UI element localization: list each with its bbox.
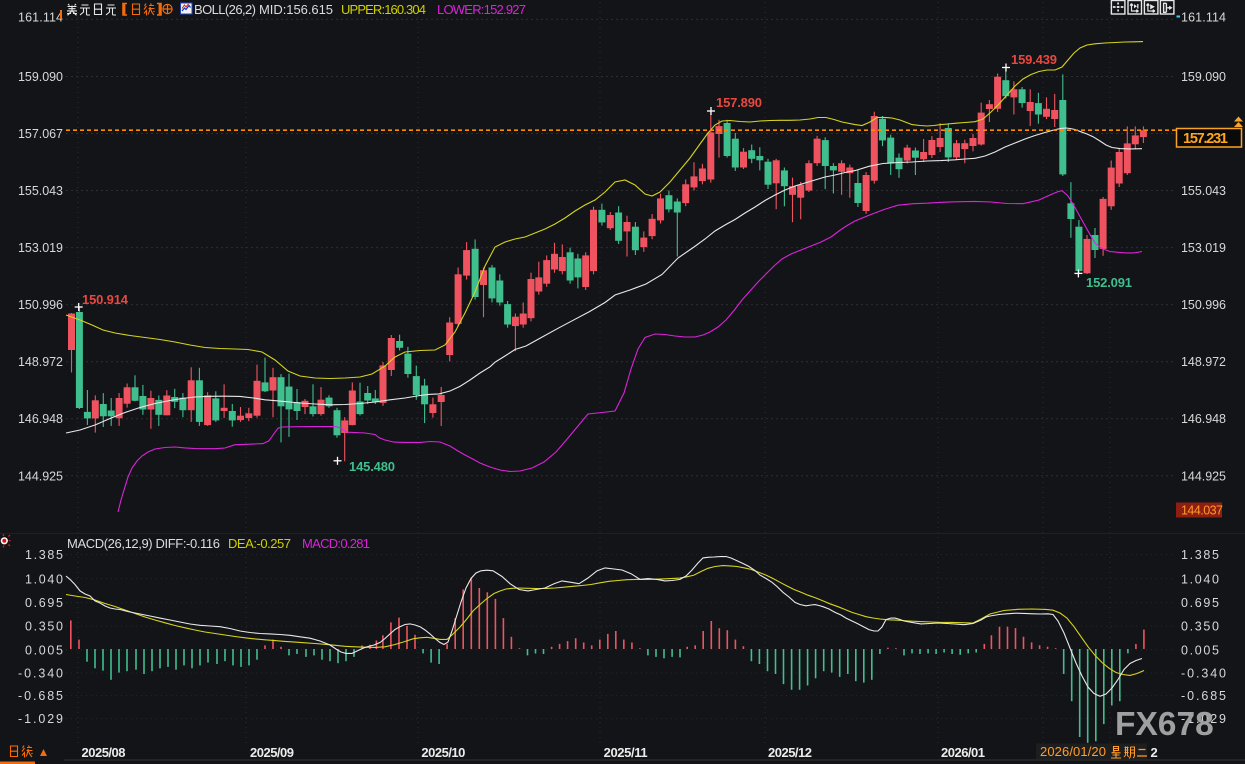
svg-text:2: 2	[1151, 745, 1158, 760]
svg-text:MID:156.615: MID:156.615	[259, 2, 333, 17]
svg-text:0.005: 0.005	[25, 643, 63, 657]
svg-text:153.019: 153.019	[18, 241, 63, 255]
svg-text:2025/11: 2025/11	[604, 745, 648, 760]
svg-text:144.925: 144.925	[1181, 469, 1226, 483]
svg-text:157.231: 157.231	[1183, 131, 1228, 147]
svg-text:153.019: 153.019	[1181, 241, 1226, 255]
svg-text:161.114: 161.114	[1181, 11, 1226, 25]
svg-text:2026/01/20: 2026/01/20	[1040, 744, 1106, 759]
svg-text:1.040: 1.040	[1181, 572, 1219, 586]
svg-text:150.914: 150.914	[82, 292, 129, 307]
svg-text:-1.029: -1.029	[18, 712, 63, 726]
svg-text:2025/09: 2025/09	[250, 745, 294, 760]
svg-text:159.439: 159.439	[1011, 52, 1057, 67]
svg-text:0.005: 0.005	[1181, 643, 1219, 657]
svg-text:UPPER:160.304: UPPER:160.304	[341, 2, 426, 17]
svg-text:-0.340: -0.340	[18, 667, 63, 681]
svg-text:0.695: 0.695	[25, 596, 63, 610]
svg-text:2025/08: 2025/08	[82, 745, 126, 760]
svg-text:0.695: 0.695	[1181, 596, 1219, 610]
svg-text:2026/01: 2026/01	[941, 745, 985, 760]
svg-text:0.350: 0.350	[1181, 620, 1219, 634]
svg-text:DEA:-0.257: DEA:-0.257	[228, 536, 291, 551]
svg-text:LOWER:152.927: LOWER:152.927	[437, 2, 526, 17]
svg-text:155.043: 155.043	[1181, 184, 1226, 198]
svg-text:BOLL(26,2): BOLL(26,2)	[194, 2, 256, 17]
svg-text:FX678: FX678	[1115, 706, 1214, 743]
svg-text:1.040: 1.040	[25, 572, 63, 586]
svg-text:1.385: 1.385	[25, 548, 63, 562]
svg-text:-0.340: -0.340	[1181, 667, 1226, 681]
svg-text:148.972: 148.972	[1181, 355, 1226, 369]
svg-text:150.996: 150.996	[1181, 298, 1226, 312]
svg-text:144.037: 144.037	[1181, 504, 1223, 518]
svg-text:159.090: 159.090	[1181, 70, 1226, 84]
svg-text:2025/12: 2025/12	[768, 745, 812, 760]
svg-text:0.350: 0.350	[25, 620, 63, 634]
svg-text:155.043: 155.043	[18, 184, 63, 198]
svg-text:-0.685: -0.685	[18, 689, 63, 703]
svg-text:152.091: 152.091	[1086, 275, 1132, 290]
svg-text:157.890: 157.890	[716, 95, 762, 110]
svg-text:159.090: 159.090	[18, 70, 63, 84]
svg-text:MACD:0.281: MACD:0.281	[302, 536, 370, 551]
svg-text:157.067: 157.067	[18, 127, 63, 141]
svg-text:145.480: 145.480	[349, 459, 395, 474]
svg-text:2025/10: 2025/10	[421, 745, 465, 760]
svg-text:-0.685: -0.685	[1181, 689, 1226, 703]
svg-text:146.948: 146.948	[1181, 412, 1226, 426]
svg-text:144.925: 144.925	[18, 469, 63, 483]
svg-text:1.385: 1.385	[1181, 548, 1219, 562]
svg-text:150.996: 150.996	[18, 298, 63, 312]
svg-text:-1.029: -1.029	[1181, 712, 1226, 726]
svg-text:148.972: 148.972	[18, 355, 63, 369]
svg-text:161.114: 161.114	[18, 11, 63, 25]
svg-text:MACD(26,12,9) DIFF:-0.116: MACD(26,12,9) DIFF:-0.116	[67, 536, 220, 551]
svg-text:146.948: 146.948	[18, 412, 63, 426]
